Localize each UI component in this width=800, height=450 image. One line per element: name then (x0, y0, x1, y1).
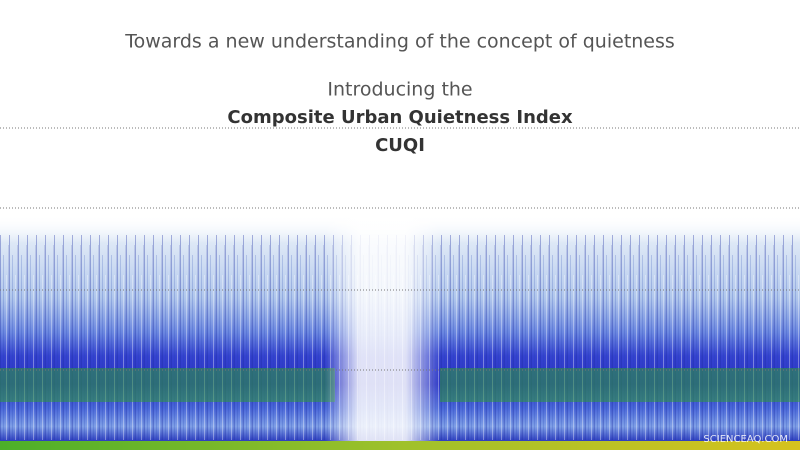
index-name: Composite Urban Quietness Index (227, 107, 573, 128)
dotted-rules (0, 127, 800, 371)
spectrogram-floor (0, 441, 800, 450)
spectrogram (0, 215, 800, 450)
watermark: SCIENCEAQ.COM (703, 434, 788, 445)
index-acronym: CUQI (375, 135, 425, 156)
intro-lead: Introducing the (327, 79, 472, 101)
spectrogram-band (440, 368, 800, 402)
spectrogram-band (0, 368, 335, 402)
slide-title: Towards a new understanding of the conce… (124, 31, 675, 53)
spectrogram-gap (325, 215, 440, 445)
